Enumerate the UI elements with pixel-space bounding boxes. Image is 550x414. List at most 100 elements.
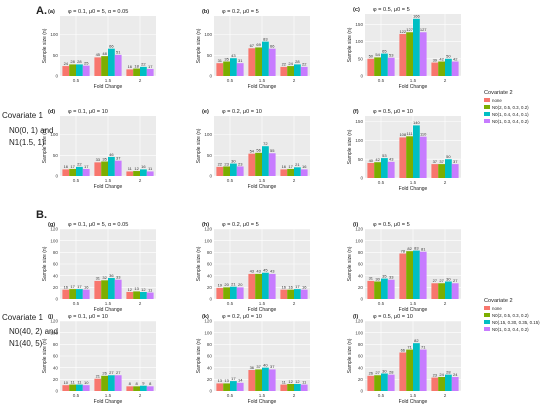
bar bbox=[287, 289, 294, 299]
bar bbox=[431, 164, 439, 178]
bar bbox=[262, 272, 269, 299]
panel-title: φ = 0.1, μ0 = 10 bbox=[68, 109, 108, 115]
legend-title: Covariate 2 bbox=[484, 298, 513, 304]
bar-value-label: 21 bbox=[295, 162, 300, 167]
bar-value-label: 35 bbox=[102, 156, 107, 161]
bar-value-label: 40 bbox=[369, 158, 374, 163]
bar bbox=[413, 125, 420, 178]
y-tick-label: 60 bbox=[358, 354, 364, 359]
legend-swatch bbox=[484, 320, 490, 324]
bar-value-label: 28 bbox=[70, 59, 75, 64]
panel-title: φ = 0.2, μ0 = 5 bbox=[222, 9, 259, 15]
bar-value-label: 31 bbox=[218, 58, 223, 63]
bar-value-label: 12 bbox=[288, 379, 293, 384]
bar-value-label: 14 bbox=[238, 378, 243, 383]
bar-value-label: 67 bbox=[250, 43, 255, 48]
bar-value-label: 27 bbox=[109, 370, 114, 375]
bar-value-label: 26 bbox=[369, 371, 374, 376]
bar-value-label: 37 bbox=[270, 364, 275, 369]
y-axis-title: Sample size (n) bbox=[42, 246, 48, 281]
legend-entry: none bbox=[492, 98, 502, 103]
bar-value-label: 66 bbox=[270, 43, 275, 48]
x-tick-label: 2 bbox=[139, 393, 142, 398]
bar bbox=[223, 383, 230, 391]
y-tick-label: 50 bbox=[207, 53, 213, 58]
panel-title: φ = 0.1, μ0 = 5, α = 0.05 bbox=[68, 222, 128, 228]
y-tick-label: 50 bbox=[53, 153, 59, 158]
bar bbox=[280, 384, 288, 391]
bar-value-label: 30 bbox=[231, 158, 236, 163]
x-tick-label: 0.5 bbox=[73, 393, 80, 398]
bar bbox=[438, 164, 445, 178]
bar bbox=[419, 349, 427, 391]
legend-entry: none bbox=[492, 306, 502, 311]
bar bbox=[294, 64, 301, 76]
bar bbox=[445, 374, 452, 391]
x-tick-label: 0.5 bbox=[73, 78, 80, 83]
bar bbox=[255, 47, 262, 76]
bar-value-label: 11 bbox=[148, 287, 153, 292]
bar-value-label: 48 bbox=[102, 51, 107, 56]
panel-tag: (b) bbox=[202, 9, 209, 15]
bar-value-label: 36 bbox=[250, 365, 255, 370]
bar-value-label: 122 bbox=[399, 29, 406, 34]
bar-value-label: 27 bbox=[375, 370, 380, 375]
bar-value-label: 56 bbox=[256, 148, 261, 153]
panel-tag: (j) bbox=[48, 314, 53, 320]
y-tick-label: 40 bbox=[358, 273, 364, 278]
bar bbox=[431, 283, 439, 299]
y-tick-label: 0 bbox=[209, 74, 212, 79]
bar-value-label: 17 bbox=[70, 164, 75, 169]
bar-value-label: 50 bbox=[369, 54, 374, 59]
bar bbox=[280, 289, 288, 299]
bar-value-label: 11 bbox=[148, 166, 153, 171]
bar-value-label: 25 bbox=[84, 60, 89, 65]
legend-swatch bbox=[484, 327, 490, 331]
y-tick-label: 60 bbox=[358, 262, 364, 267]
bar bbox=[255, 273, 262, 299]
bar bbox=[76, 166, 83, 176]
bar-value-label: 54 bbox=[375, 52, 380, 57]
y-tick-label: 40 bbox=[358, 365, 364, 370]
bar-value-label: 16 bbox=[282, 284, 287, 289]
bar bbox=[82, 65, 90, 76]
y-tick-label: 100 bbox=[50, 330, 58, 335]
bar-value-label: 8 bbox=[129, 381, 132, 386]
bar bbox=[133, 68, 140, 76]
bar bbox=[255, 369, 262, 391]
bar-value-label: 12 bbox=[295, 379, 300, 384]
covariate-title: Covariate 1 bbox=[2, 111, 43, 120]
bar bbox=[381, 278, 388, 299]
y-tick-label: 50 bbox=[358, 157, 364, 162]
bar-value-label: 37 bbox=[453, 159, 458, 164]
bar bbox=[108, 375, 115, 391]
legend-swatch bbox=[484, 112, 490, 116]
bar bbox=[230, 58, 237, 76]
bar bbox=[367, 280, 375, 299]
bar-value-label: 37 bbox=[439, 159, 444, 164]
bar bbox=[262, 146, 269, 176]
bar-value-label: 11 bbox=[302, 379, 307, 384]
bar bbox=[230, 163, 237, 176]
bar bbox=[381, 53, 388, 76]
bar bbox=[230, 286, 237, 299]
bar-value-label: 12 bbox=[128, 287, 133, 292]
y-tick-label: 0 bbox=[209, 389, 212, 394]
bar bbox=[248, 48, 256, 76]
bar bbox=[223, 287, 230, 299]
legend-swatch bbox=[484, 306, 490, 310]
x-tick-label: 2 bbox=[293, 78, 296, 83]
x-tick-label: 1.5 bbox=[105, 78, 112, 83]
bar bbox=[399, 352, 407, 391]
bar-value-label: 33 bbox=[389, 275, 394, 280]
bar-value-label: 23 bbox=[238, 161, 243, 166]
bar bbox=[300, 169, 308, 176]
bar-value-label: 110 bbox=[420, 131, 427, 136]
y-tick-label: 100 bbox=[355, 238, 363, 243]
bar-value-label: 83 bbox=[263, 36, 268, 41]
bar bbox=[140, 292, 147, 299]
x-tick-label: 1.5 bbox=[410, 78, 417, 83]
y-tick-label: 100 bbox=[50, 132, 58, 137]
bar bbox=[268, 273, 276, 299]
